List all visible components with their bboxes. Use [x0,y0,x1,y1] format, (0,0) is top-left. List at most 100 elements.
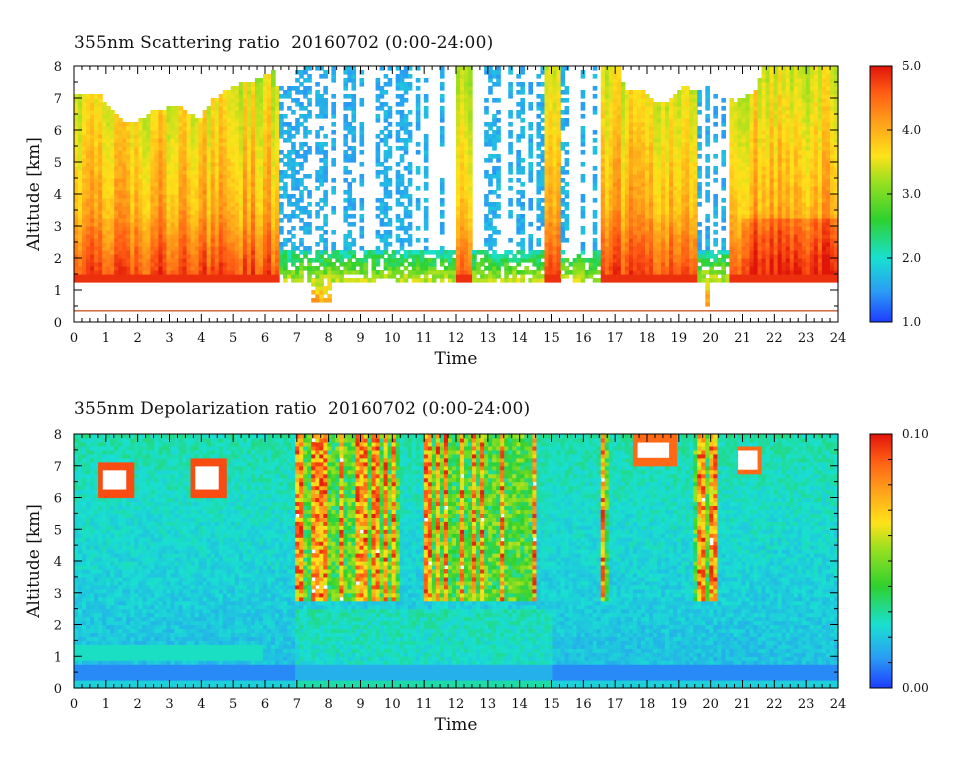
heatmap-cell [399,226,405,231]
heatmap-cell [242,266,248,271]
heatmap-cell [620,198,626,203]
heatmap-cell [544,262,550,267]
heatmap-cell [118,126,123,131]
heatmap-cell [102,174,107,179]
heatmap-cell [620,82,626,87]
heatmap-cell [496,262,501,267]
heatmap-cell [166,242,172,247]
heatmap-cell [162,250,168,255]
heatmap-cell [640,190,646,195]
heatmap-cell [439,226,445,231]
heatmap-cell [198,130,204,135]
heatmap-cell [492,122,497,127]
heatmap-cell [315,82,320,87]
heatmap-cell [600,218,606,223]
heatmap-cell [540,274,546,279]
heatmap-cell [202,246,208,251]
heatmap-cell [403,194,409,199]
heatmap-cell [488,238,493,243]
heatmap-cell [271,246,276,251]
heatmap-cell [267,262,272,267]
heatmap-cell [275,258,280,263]
heatmap-cell [98,194,103,199]
heatmap-cell [78,226,83,231]
heatmap-cell [82,206,87,211]
heatmap-cell [162,182,168,187]
heatmap-cell [166,118,172,123]
heatmap-cell [246,110,252,115]
heatmap-cell [94,258,99,263]
heatmap-cell [234,94,240,99]
heatmap-cell [150,274,156,279]
heatmap-cell [130,126,135,131]
heatmap-cell [620,166,626,171]
heatmap-cell [536,202,542,207]
heatmap-cell [279,230,284,235]
heatmap-cell [186,174,192,179]
heatmap-cell [222,146,228,151]
heatmap-cell [327,278,332,283]
heatmap-cell [246,94,252,99]
heatmap-cell [234,234,240,239]
heatmap-cell [540,178,546,183]
heatmap-cell [608,214,614,219]
heatmap-cell [383,222,389,227]
heatmap-cell [552,66,558,71]
heatmap-cell [544,130,550,135]
heatmap-cell [114,122,119,127]
heatmap-cell [460,254,465,259]
heatmap-cell [238,266,244,271]
heatmap-cell [150,146,156,151]
heatmap-cell [154,182,160,187]
heatmap-cell [126,142,131,147]
heatmap-cell [222,194,228,199]
heatmap-cell [162,202,168,207]
heatmap-cell [122,258,127,263]
heatmap-cell [480,278,485,283]
heatmap-cell [653,142,658,147]
heatmap-cell [194,250,200,255]
heatmap-cell [114,154,119,159]
heatmap-cell [612,126,618,131]
heatmap-cell [190,238,196,243]
heatmap-cell [202,166,208,171]
heatmap-cell [218,106,224,111]
heatmap-cell [138,254,143,259]
heatmap-cell [661,206,666,211]
heatmap-cell [226,154,232,159]
heatmap-cell [283,90,288,95]
heatmap-cell [536,102,542,107]
heatmap-cell [234,90,240,95]
heatmap-cell [122,166,127,171]
heatmap-cell [649,106,654,111]
heatmap-cell [275,238,280,243]
heatmap-cell [210,242,216,247]
heatmap-cell [472,278,477,283]
heatmap-cell [138,242,143,247]
heatmap-cell [608,242,614,247]
heatmap-cell [154,158,160,163]
heatmap-cell [234,230,240,235]
heatmap-cell [258,242,264,247]
heatmap-cell [267,242,272,247]
heatmap-cell [548,214,554,219]
heatmap-cell [464,270,469,275]
heatmap-cell [343,70,349,75]
heatmap-cell [307,210,312,215]
heatmap-cell [516,154,521,159]
heatmap-cell [620,174,626,179]
heatmap-cell [439,182,445,187]
heatmap-cell [616,70,622,75]
heatmap-cell [616,106,622,111]
heatmap-cell [604,162,610,167]
heatmap-cell [624,182,630,187]
heatmap-cell [271,242,276,247]
heatmap-cell [262,150,268,155]
heatmap-cell [74,238,79,243]
heatmap-cell [411,262,417,267]
heatmap-cell [411,254,417,259]
heatmap-cell [74,270,79,275]
heatmap-cell [528,102,533,107]
heatmap-cell [102,218,107,223]
heatmap-cell [202,110,208,115]
